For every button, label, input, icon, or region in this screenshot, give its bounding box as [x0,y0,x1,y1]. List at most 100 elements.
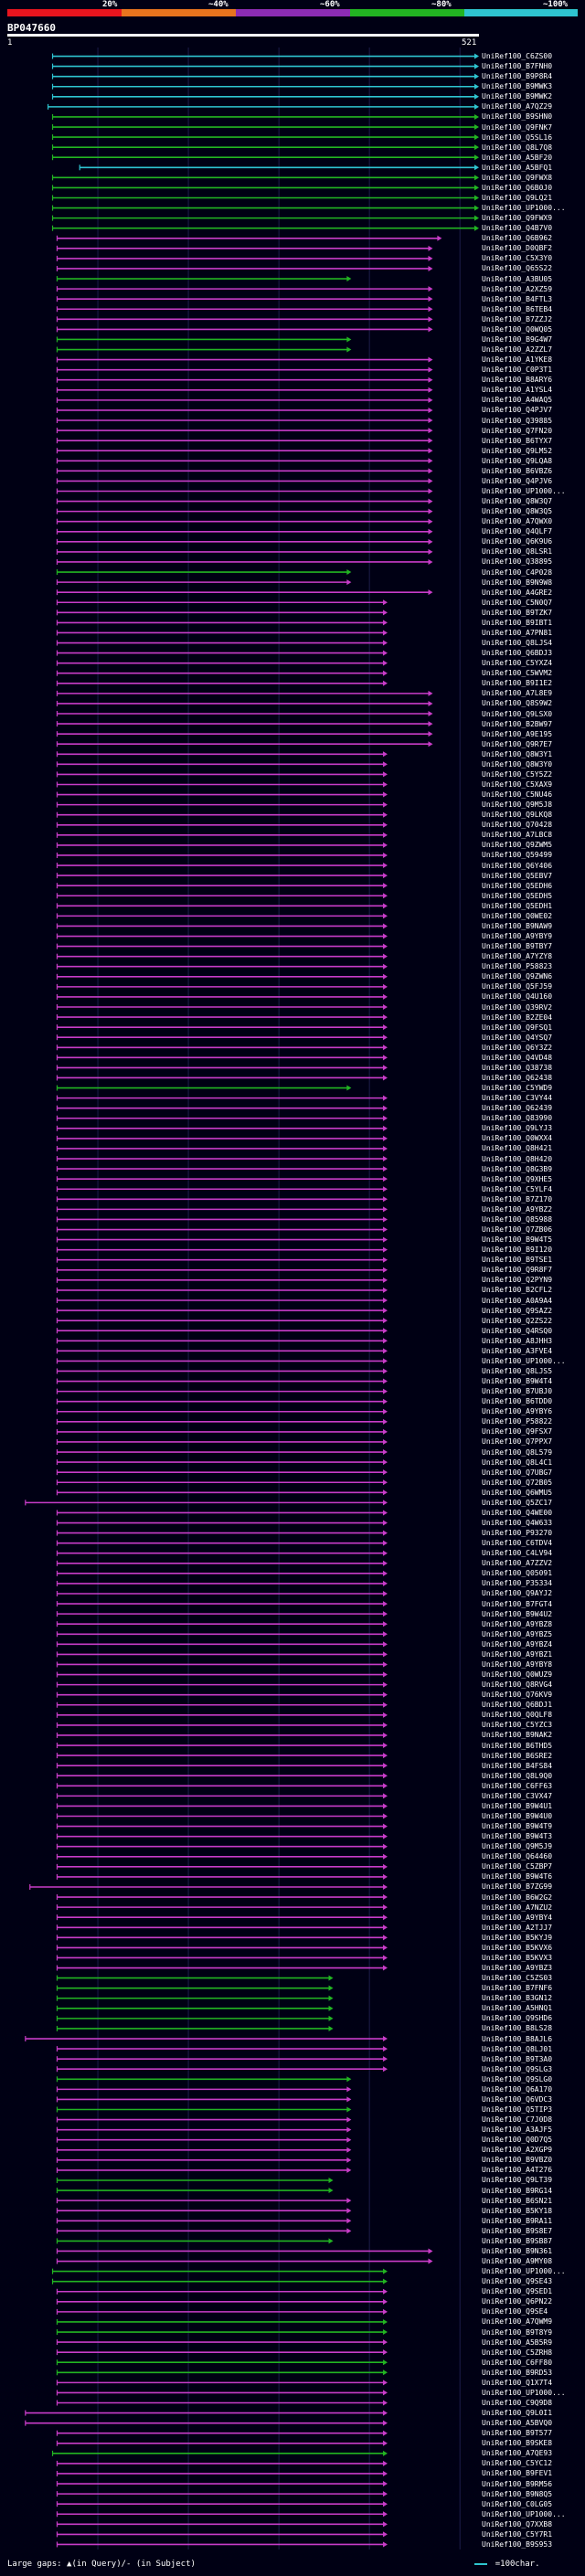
hit-label[interactable]: UniRef100_Q5EDH5 [482,891,553,900]
hit-label[interactable]: UniRef100_B9W4T6 [482,1872,553,1882]
hit-label[interactable]: UniRef100_A2XGP9 [482,2146,553,2155]
hit-label[interactable]: UniRef100_Q9FWX8 [482,173,553,182]
hit-label[interactable]: UniRef100_C5YLF4 [482,1184,553,1193]
hit-label[interactable]: UniRef100_Q7PPX7 [482,1437,553,1447]
hit-label[interactable]: UniRef100_Q4QLF7 [482,527,553,536]
hit-label[interactable]: UniRef100_Q6B962 [482,234,553,243]
hit-label[interactable]: UniRef100_A9YBY4 [482,1913,553,1922]
hit-label[interactable]: UniRef100_A1YKE8 [482,355,553,365]
hit-label[interactable]: UniRef100_C0LG05 [482,2499,553,2508]
hit-label[interactable]: UniRef100_C5XAX9 [482,779,553,789]
hit-label[interactable]: UniRef100_Q9LKQ8 [482,811,553,820]
hit-label[interactable]: UniRef100_UP1000... [482,2509,566,2518]
hit-label[interactable]: UniRef100_B6TDD0 [482,1397,553,1406]
hit-label[interactable]: UniRef100_Q76KV9 [482,1691,553,1700]
hit-label[interactable]: UniRef100_Q0WUZ9 [482,1670,553,1680]
hit-label[interactable]: UniRef100_Q9SE43 [482,2277,553,2286]
hit-label[interactable]: UniRef100_Q6B0J0 [482,183,553,192]
hit-label[interactable]: UniRef100_A9YBZ1 [482,1649,553,1659]
hit-label[interactable]: UniRef100_Q8H420 [482,1154,553,1163]
hit-label[interactable]: UniRef100_B9I1E2 [482,679,553,688]
hit-label[interactable]: UniRef100_Q5ZC17 [482,1498,553,1507]
hit-label[interactable]: UniRef100_Q9AYJ2 [482,1589,553,1598]
hit-label[interactable]: UniRef100_A7ZZV2 [482,1559,553,1568]
hit-label[interactable]: UniRef100_C5ZS03 [482,1974,553,1983]
hit-label[interactable]: UniRef100_B9G4W7 [482,334,553,344]
hit-label[interactable]: UniRef100_B9W4U1 [482,1801,553,1810]
hit-label[interactable]: UniRef100_Q5SL16 [482,133,553,142]
hit-label[interactable]: UniRef100_Q0WXX4 [482,1134,553,1143]
hit-label[interactable]: UniRef100_B9S8E7 [482,2226,553,2235]
hit-label[interactable]: UniRef100_Q8LSR1 [482,547,553,557]
hit-label[interactable]: UniRef100_Q6VDC3 [482,2094,553,2104]
hit-label[interactable]: UniRef100_C5ZBP7 [482,1862,553,1871]
hit-label[interactable]: UniRef100_A0A9A4 [482,1296,553,1305]
hit-label[interactable]: UniRef100_B9NAK2 [482,1731,553,1740]
hit-label[interactable]: UniRef100_Q6WMU5 [482,1488,553,1497]
hit-label[interactable]: UniRef100_B9W4T4 [482,1377,553,1386]
hit-label[interactable]: UniRef100_Q62439 [482,1104,553,1113]
hit-label[interactable]: UniRef100_B9I120 [482,1246,553,1255]
hit-label[interactable]: UniRef100_A9YBZ4 [482,1639,553,1648]
hit-label[interactable]: UniRef100_A9YBZ8 [482,1619,553,1628]
hit-label[interactable]: UniRef100_B2ZE04 [482,1012,553,1022]
hit-label[interactable]: UniRef100_Q6Y3Z2 [482,1043,553,1052]
hit-label[interactable]: UniRef100_A7QE93 [482,2449,553,2458]
hit-label[interactable]: UniRef100_B9N9W8 [482,578,553,587]
hit-label[interactable]: UniRef100_Q8L579 [482,1447,553,1457]
hit-label[interactable]: UniRef100_C6ZS00 [482,52,553,61]
hit-label[interactable]: UniRef100_B9N8Q5 [482,2489,553,2498]
hit-label[interactable]: UniRef100_B9TSE1 [482,1256,553,1265]
hit-label[interactable]: UniRef100_B9RA11 [482,2216,553,2225]
hit-label[interactable]: UniRef100_A4GRE2 [482,588,553,597]
hit-label[interactable]: UniRef100_B9TBY7 [482,942,553,951]
hit-label[interactable]: UniRef100_Q9SLG3 [482,2064,553,2073]
hit-label[interactable]: UniRef100_Q6BDJ3 [482,649,553,658]
hit-label[interactable]: UniRef100_A3FVE4 [482,1346,553,1355]
hit-label[interactable]: UniRef100_Q7FN20 [482,426,553,435]
hit-label[interactable]: UniRef100_Q8LJS4 [482,639,553,648]
hit-label[interactable]: UniRef100_B9S953 [482,2539,553,2549]
hit-label[interactable]: UniRef100_Q8L9Q0 [482,1771,553,1780]
hit-label[interactable]: UniRef100_Q7XXB8 [482,2519,553,2528]
hit-label[interactable]: UniRef100_C7J0D8 [482,2115,553,2125]
hit-label[interactable]: UniRef100_Q0D7Q5 [482,2136,553,2145]
hit-label[interactable]: UniRef100_B9N361 [482,2246,553,2255]
hit-label[interactable]: UniRef100_B5KVX6 [482,1943,553,1952]
hit-label[interactable]: UniRef100_Q9FSQ1 [482,1023,553,1032]
hit-label[interactable]: UniRef100_A9YBZ2 [482,1204,553,1214]
hit-label[interactable]: UniRef100_Q83990 [482,1114,553,1123]
hit-label[interactable]: UniRef100_B6TYX7 [482,436,553,445]
hit-label[interactable]: UniRef100_B8AJL6 [482,2034,553,2043]
hit-label[interactable]: UniRef100_B9SHN0 [482,112,553,122]
hit-label[interactable]: UniRef100_Q85988 [482,1214,553,1224]
hit-label[interactable]: UniRef100_A9YBZ3 [482,1964,553,1973]
hit-label[interactable]: UniRef100_B9W4U2 [482,1609,553,1618]
hit-label[interactable]: UniRef100_Q05091 [482,1569,553,1578]
hit-label[interactable]: UniRef100_A2ZZL7 [482,345,553,355]
hit-label[interactable]: UniRef100_A5BFQ1 [482,163,553,172]
hit-label[interactable]: UniRef100_Q9ZWN6 [482,972,553,981]
hit-label[interactable]: UniRef100_Q0WE02 [482,911,553,920]
hit-label[interactable]: UniRef100_Q9R7E7 [482,739,553,748]
hit-label[interactable]: UniRef100_B9W4T5 [482,1235,553,1245]
hit-label[interactable]: UniRef100_Q9SE4 [482,2307,548,2316]
hit-label[interactable]: UniRef100_Q8LJS5 [482,1366,553,1375]
hit-label[interactable]: UniRef100_B9T577 [482,2429,553,2438]
hit-label[interactable]: UniRef100_B3GN12 [482,1994,553,2003]
hit-label[interactable]: UniRef100_C4LV94 [482,1549,553,1558]
hit-label[interactable]: UniRef100_Q59499 [482,851,553,860]
hit-label[interactable]: UniRef100_B9FEV1 [482,2469,553,2478]
hit-label[interactable]: UniRef100_A7QWM9 [482,2317,553,2327]
hit-label[interactable]: UniRef100_UP1000... [482,1356,566,1365]
hit-label[interactable]: UniRef100_Q9SAZ2 [482,1306,553,1315]
hit-label[interactable]: UniRef100_Q9LQ21 [482,193,553,202]
hit-label[interactable]: UniRef100_UP1000... [482,2388,566,2397]
hit-label[interactable]: UniRef100_Q4W633 [482,1519,553,1527]
hit-label[interactable]: UniRef100_C5Y7R1 [482,2529,553,2539]
hit-label[interactable]: UniRef100_Q5EBV7 [482,871,553,880]
hit-label[interactable]: UniRef100_B4FS84 [482,1761,553,1770]
hit-label[interactable]: UniRef100_Q9SLG0 [482,2074,553,2083]
hit-label[interactable]: UniRef100_Q9SED1 [482,2287,553,2296]
hit-label[interactable]: UniRef100_A9YBY9 [482,932,553,941]
